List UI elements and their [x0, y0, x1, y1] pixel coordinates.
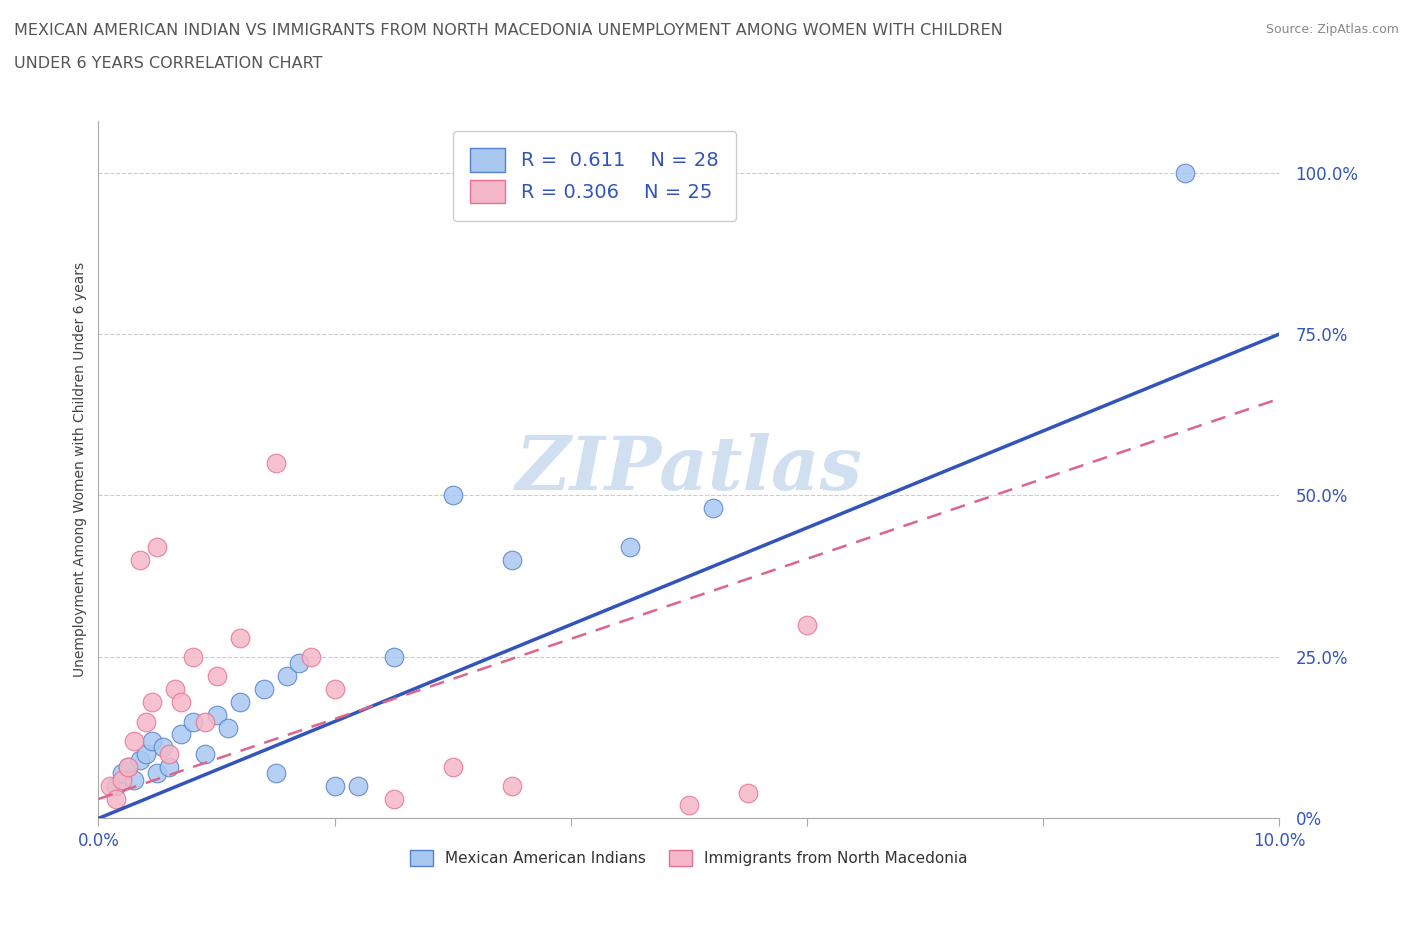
- Point: [165, 682, 187, 697]
- Point: [157, 759, 180, 774]
- Legend: Mexican American Indians, Immigrants from North Macedonia: Mexican American Indians, Immigrants fro…: [402, 843, 976, 873]
- Point: [737, 785, 759, 800]
- Point: [146, 765, 169, 780]
- Point: [141, 734, 163, 749]
- Y-axis label: Unemployment Among Women with Children Under 6 years: Unemployment Among Women with Children U…: [73, 262, 87, 677]
- Point: [117, 759, 139, 774]
- Point: [181, 649, 204, 664]
- Point: [253, 682, 276, 697]
- Point: [170, 727, 193, 742]
- Point: [128, 753, 150, 768]
- Point: [157, 747, 180, 762]
- Text: ZIPatlas: ZIPatlas: [516, 433, 862, 506]
- Point: [678, 798, 700, 813]
- Text: Source: ZipAtlas.com: Source: ZipAtlas.com: [1265, 23, 1399, 36]
- Point: [501, 778, 523, 793]
- Point: [264, 765, 287, 780]
- Point: [619, 539, 641, 554]
- Point: [288, 656, 311, 671]
- Point: [170, 695, 193, 710]
- Point: [264, 456, 287, 471]
- Point: [323, 682, 346, 697]
- Point: [501, 552, 523, 567]
- Point: [135, 714, 157, 729]
- Point: [122, 772, 145, 787]
- Text: MEXICAN AMERICAN INDIAN VS IMMIGRANTS FROM NORTH MACEDONIA UNEMPLOYMENT AMONG WO: MEXICAN AMERICAN INDIAN VS IMMIGRANTS FR…: [14, 23, 1002, 38]
- Point: [796, 618, 818, 632]
- Point: [111, 772, 134, 787]
- Point: [111, 765, 134, 780]
- Point: [229, 631, 252, 645]
- Point: [702, 501, 724, 516]
- Point: [347, 778, 370, 793]
- Point: [1174, 166, 1197, 180]
- Point: [323, 778, 346, 793]
- Point: [117, 759, 139, 774]
- Point: [205, 669, 228, 684]
- Point: [382, 649, 405, 664]
- Point: [105, 791, 128, 806]
- Point: [276, 669, 298, 684]
- Point: [141, 695, 163, 710]
- Point: [205, 708, 228, 723]
- Point: [105, 778, 128, 793]
- Point: [128, 552, 150, 567]
- Point: [194, 747, 217, 762]
- Text: UNDER 6 YEARS CORRELATION CHART: UNDER 6 YEARS CORRELATION CHART: [14, 56, 322, 71]
- Point: [146, 539, 169, 554]
- Point: [98, 778, 121, 793]
- Point: [229, 695, 252, 710]
- Point: [441, 488, 464, 503]
- Point: [382, 791, 405, 806]
- Point: [181, 714, 204, 729]
- Point: [135, 747, 157, 762]
- Point: [299, 649, 322, 664]
- Point: [441, 759, 464, 774]
- Point: [152, 740, 174, 755]
- Point: [194, 714, 217, 729]
- Point: [122, 734, 145, 749]
- Point: [217, 721, 239, 736]
